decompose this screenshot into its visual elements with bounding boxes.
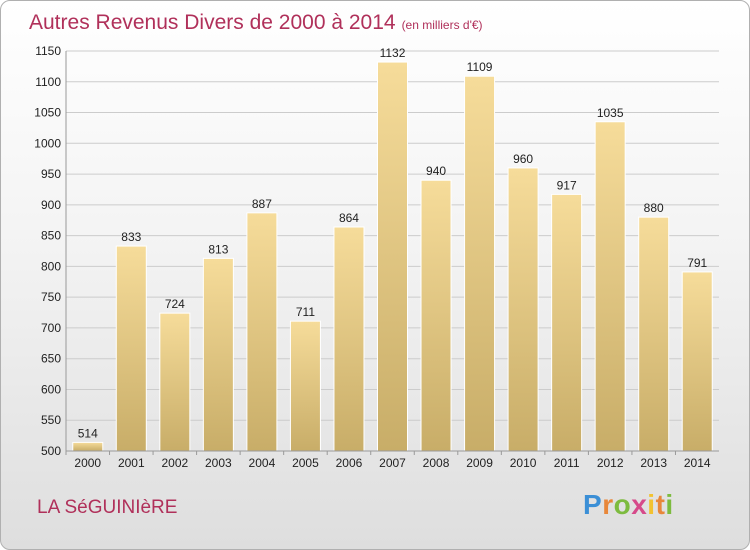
chart-title-text: Autres Revenus Divers de 2000 à 2014 — [29, 11, 396, 34]
x-tick-label: 2002 — [161, 456, 188, 470]
y-tick-label: 700 — [41, 321, 61, 335]
x-tick-label: 2004 — [249, 456, 276, 470]
bar — [681, 271, 713, 452]
logo-letter: i — [647, 489, 656, 520]
bar-value-label: 880 — [644, 201, 664, 215]
y-tick-label: 850 — [41, 229, 61, 243]
bar — [333, 226, 365, 452]
x-tick-label: 2001 — [118, 456, 145, 470]
bar-value-label: 514 — [78, 426, 98, 440]
bar — [289, 320, 321, 452]
logo-letter: i — [665, 489, 674, 520]
x-tick-label: 2012 — [597, 456, 624, 470]
bar-value-label: 1109 — [467, 60, 493, 74]
y-tick-label: 600 — [41, 382, 61, 396]
bar-value-label: 1132 — [380, 46, 406, 60]
x-tick-label: 2008 — [423, 456, 450, 470]
y-tick-label: 750 — [41, 290, 61, 304]
bar — [507, 167, 539, 452]
bar-value-label: 887 — [252, 197, 272, 211]
bar-value-label: 917 — [557, 178, 577, 192]
bar-value-label: 1035 — [597, 106, 624, 120]
bar-value-label: 864 — [339, 211, 359, 225]
logo-letter: t — [655, 489, 666, 520]
logo-letter: x — [631, 489, 648, 520]
x-tick-label: 2013 — [640, 456, 667, 470]
bar — [159, 312, 191, 452]
y-tick-label: 900 — [41, 198, 61, 212]
bar — [594, 121, 626, 452]
bar — [464, 75, 496, 452]
bar-value-label: 833 — [121, 230, 141, 244]
x-tick-label: 2009 — [466, 456, 493, 470]
y-tick-label: 1150 — [35, 44, 61, 58]
bar — [420, 179, 452, 452]
bar — [115, 245, 147, 452]
x-tick-label: 2000 — [74, 456, 101, 470]
y-tick-label: 1000 — [34, 136, 61, 150]
x-tick-label: 2014 — [684, 456, 711, 470]
bar — [202, 257, 234, 452]
bar — [638, 216, 670, 452]
x-tick-label: 2005 — [292, 456, 319, 470]
logo-letter: o — [613, 489, 632, 520]
x-tick-label: 2011 — [554, 456, 580, 470]
y-tick-label: 500 — [41, 444, 61, 458]
x-tick-label: 2006 — [336, 456, 363, 470]
chart-title: Autres Revenus Divers de 2000 à 2014 (en … — [29, 11, 483, 35]
bar-value-label: 940 — [426, 164, 446, 178]
logo-letter: r — [602, 489, 614, 520]
x-tick-label: 2007 — [379, 456, 406, 470]
proxiti-logo: Proxiti — [583, 489, 674, 521]
y-tick-label: 650 — [41, 352, 61, 366]
location-label: LA SéGUINIèRE — [37, 497, 178, 518]
y-tick-label: 1100 — [35, 75, 61, 89]
bar-value-label: 724 — [165, 297, 185, 311]
bar-value-label: 711 — [296, 305, 315, 319]
x-tick-label: 2003 — [205, 456, 232, 470]
bar — [551, 193, 583, 452]
bar — [246, 212, 278, 452]
chart-title-unit: (en milliers d'€) — [401, 18, 483, 32]
logo-letter: P — [583, 489, 603, 520]
bar — [377, 61, 408, 452]
x-tick-label: 2010 — [510, 456, 537, 470]
bar-value-label: 791 — [687, 256, 707, 270]
bar — [72, 441, 104, 452]
y-tick-label: 950 — [41, 167, 61, 181]
y-tick-label: 550 — [41, 413, 61, 427]
bar-value-label: 813 — [208, 242, 228, 256]
y-tick-label: 1050 — [34, 106, 61, 120]
bar-value-label: 960 — [513, 152, 533, 166]
y-tick-label: 800 — [41, 259, 61, 273]
